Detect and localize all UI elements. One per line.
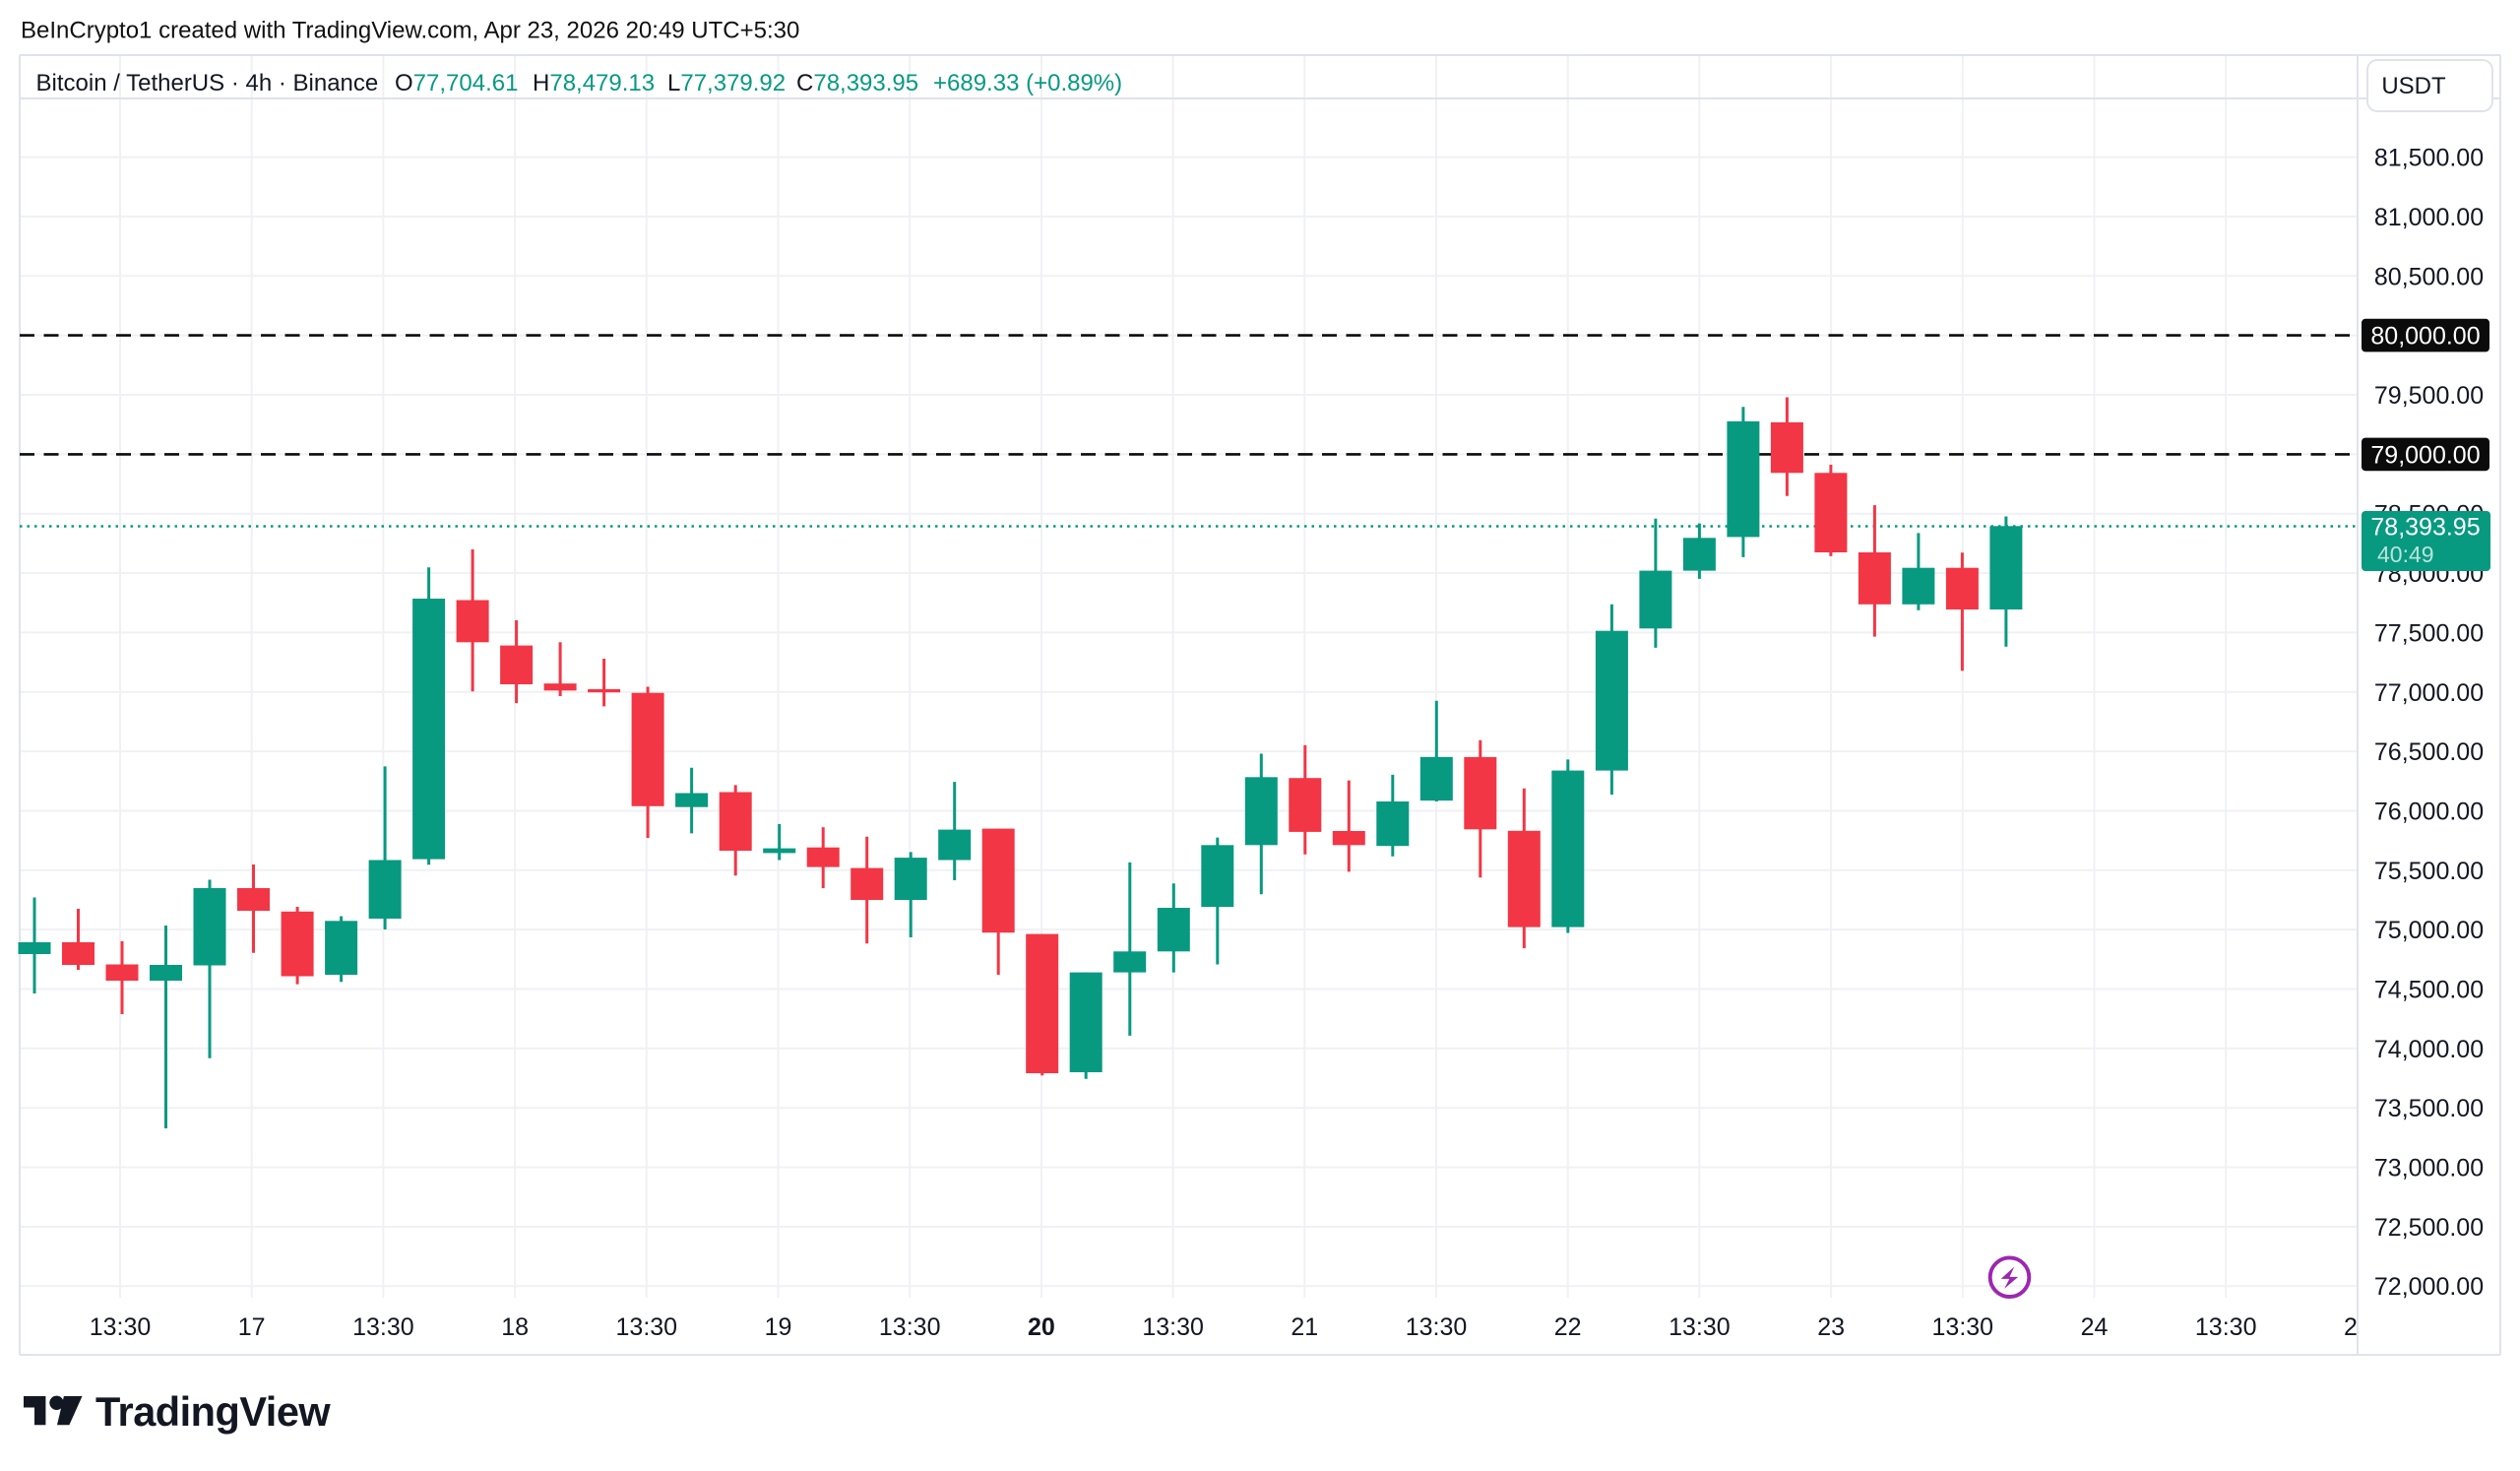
svg-text:17: 17 [238, 1313, 266, 1341]
svg-text:77,000.00: 77,000.00 [2374, 679, 2484, 707]
svg-text:13:30: 13:30 [1932, 1313, 1994, 1341]
svg-text:13:30: 13:30 [2195, 1313, 2257, 1341]
svg-text:2: 2 [2344, 1313, 2358, 1341]
svg-text:74,000.00: 74,000.00 [2374, 1036, 2484, 1063]
svg-text:L77,379.92: L77,379.92 [667, 70, 786, 96]
svg-text:20: 20 [1028, 1313, 1055, 1341]
svg-text:13:30: 13:30 [879, 1313, 941, 1341]
svg-text:76,000.00: 76,000.00 [2374, 799, 2484, 826]
svg-text:72,000.00: 72,000.00 [2374, 1273, 2484, 1301]
svg-text:72,500.00: 72,500.00 [2374, 1214, 2484, 1242]
svg-text:TradingView: TradingView [95, 1388, 331, 1435]
svg-text:18: 18 [501, 1313, 529, 1341]
svg-text:13:30: 13:30 [1669, 1313, 1731, 1341]
svg-text:USDT: USDT [2381, 73, 2446, 99]
svg-text:75,500.00: 75,500.00 [2374, 858, 2484, 885]
svg-text:73,000.00: 73,000.00 [2374, 1155, 2484, 1183]
svg-text:77,500.00: 77,500.00 [2374, 619, 2484, 647]
svg-text:73,500.00: 73,500.00 [2374, 1095, 2484, 1122]
svg-text:81,500.00: 81,500.00 [2374, 145, 2484, 172]
svg-text:C78,393.95: C78,393.95 [796, 70, 918, 96]
svg-text:+689.33 (+0.89%): +689.33 (+0.89%) [933, 70, 1122, 96]
svg-text:74,500.00: 74,500.00 [2374, 977, 2484, 1004]
svg-text:BeInCrypto1 created with Tradi: BeInCrypto1 created with TradingView.com… [21, 18, 799, 44]
svg-text:24: 24 [2081, 1313, 2109, 1341]
svg-text:79,000.00: 79,000.00 [2370, 441, 2480, 469]
svg-text:13:30: 13:30 [90, 1313, 152, 1341]
svg-text:80,000.00: 80,000.00 [2370, 323, 2480, 351]
svg-text:19: 19 [765, 1313, 792, 1341]
svg-text:78,393.95: 78,393.95 [2370, 514, 2480, 542]
svg-text:Bitcoin / TetherUS · 4h · Bina: Bitcoin / TetherUS · 4h · Binance [36, 70, 379, 96]
svg-text:81,000.00: 81,000.00 [2374, 204, 2484, 231]
svg-text:79,500.00: 79,500.00 [2374, 382, 2484, 410]
svg-text:13:30: 13:30 [1406, 1313, 1468, 1341]
svg-text:40:49: 40:49 [2377, 542, 2434, 567]
svg-text:21: 21 [1291, 1313, 1318, 1341]
svg-text:80,500.00: 80,500.00 [2374, 263, 2484, 290]
svg-text:13:30: 13:30 [1142, 1313, 1204, 1341]
svg-text:O77,704.61: O77,704.61 [395, 70, 518, 96]
svg-text:22: 22 [1554, 1313, 1582, 1341]
svg-text:13:30: 13:30 [616, 1313, 678, 1341]
svg-text:13:30: 13:30 [352, 1313, 414, 1341]
svg-text:23: 23 [1817, 1313, 1845, 1341]
svg-text:75,000.00: 75,000.00 [2374, 917, 2484, 944]
svg-text:76,500.00: 76,500.00 [2374, 738, 2484, 766]
svg-text:H78,479.13: H78,479.13 [533, 70, 655, 96]
